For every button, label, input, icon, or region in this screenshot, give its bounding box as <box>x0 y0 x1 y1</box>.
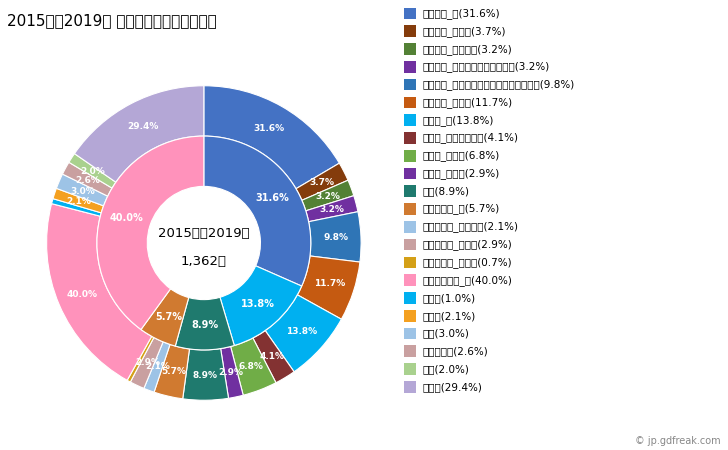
Wedge shape <box>56 174 108 206</box>
Text: 腎不全(2.1%): 腎不全(2.1%) <box>422 310 475 321</box>
Wedge shape <box>97 136 204 329</box>
Wedge shape <box>127 336 154 382</box>
Wedge shape <box>47 204 151 380</box>
Text: 6.8%: 6.8% <box>239 362 264 371</box>
Text: 悪性腫瘍_その他(11.7%): 悪性腫瘍_その他(11.7%) <box>422 97 513 108</box>
Text: 2.1%: 2.1% <box>146 362 170 371</box>
Text: 心疾患_その他(2.9%): 心疾患_その他(2.9%) <box>422 168 499 179</box>
Text: 2015年〜2019年 備前市の男性の死因構成: 2015年〜2019年 備前市の男性の死因構成 <box>7 14 217 28</box>
Wedge shape <box>296 163 348 200</box>
Wedge shape <box>220 266 301 346</box>
Text: 3.2%: 3.2% <box>315 192 340 201</box>
Wedge shape <box>175 297 234 350</box>
Wedge shape <box>265 295 341 372</box>
Text: 悪性腫瘍_肝がん・肝内胆管がん(3.2%): 悪性腫瘍_肝がん・肝内胆管がん(3.2%) <box>422 61 550 72</box>
Text: 心疾患_計(13.8%): 心疾患_計(13.8%) <box>422 115 494 126</box>
Text: 3.7%: 3.7% <box>309 179 334 188</box>
Wedge shape <box>309 212 361 262</box>
Text: 心疾患_急性心筋梗塞(4.1%): 心疾患_急性心筋梗塞(4.1%) <box>422 132 518 144</box>
Text: その他の死因_計(40.0%): その他の死因_計(40.0%) <box>422 274 512 286</box>
Wedge shape <box>204 136 311 286</box>
Text: その他(29.4%): その他(29.4%) <box>422 382 482 392</box>
Text: 11.7%: 11.7% <box>314 279 345 288</box>
Text: 4.1%: 4.1% <box>260 351 285 360</box>
Text: 脳血管疾患_計(5.7%): 脳血管疾患_計(5.7%) <box>422 203 499 215</box>
Text: 1,362人: 1,362人 <box>181 255 227 268</box>
Text: 悪性腫瘍_計(31.6%): 悪性腫瘍_計(31.6%) <box>422 8 500 19</box>
Text: 13.8%: 13.8% <box>241 299 275 309</box>
Wedge shape <box>141 289 189 346</box>
Text: 40.0%: 40.0% <box>67 290 98 299</box>
Text: 3.2%: 3.2% <box>320 206 344 215</box>
Text: 31.6%: 31.6% <box>256 194 289 203</box>
Wedge shape <box>297 256 360 319</box>
Text: 2.1%: 2.1% <box>66 197 91 206</box>
Text: 脳血管疾患_その他(0.7%): 脳血管疾患_その他(0.7%) <box>422 257 512 268</box>
Text: 悪性腫瘍_大腸がん(3.2%): 悪性腫瘍_大腸がん(3.2%) <box>422 44 512 54</box>
Text: 2.6%: 2.6% <box>75 176 100 184</box>
Text: 肝疾患(1.0%): 肝疾患(1.0%) <box>422 293 475 303</box>
Wedge shape <box>69 153 116 188</box>
Text: 5.7%: 5.7% <box>155 312 182 322</box>
Wedge shape <box>204 86 339 189</box>
Text: 9.8%: 9.8% <box>323 233 348 242</box>
Text: 40.0%: 40.0% <box>109 213 143 223</box>
Text: 31.6%: 31.6% <box>254 124 285 133</box>
Text: 脳血管疾患_脳梗塞(2.9%): 脳血管疾患_脳梗塞(2.9%) <box>422 239 512 250</box>
Text: 13.8%: 13.8% <box>286 327 317 336</box>
Text: 29.4%: 29.4% <box>127 122 158 130</box>
Wedge shape <box>253 331 294 383</box>
Wedge shape <box>306 196 358 222</box>
Text: 8.9%: 8.9% <box>193 371 218 380</box>
Text: 悪性腫瘍_胃がん(3.7%): 悪性腫瘍_胃がん(3.7%) <box>422 26 506 37</box>
Wedge shape <box>221 346 243 398</box>
Text: 心疾患_心不全(6.8%): 心疾患_心不全(6.8%) <box>422 150 499 161</box>
Text: 2.9%: 2.9% <box>135 358 160 367</box>
Text: 2.9%: 2.9% <box>218 368 243 377</box>
Text: 3.0%: 3.0% <box>70 187 95 196</box>
Wedge shape <box>63 162 112 196</box>
Text: 5.7%: 5.7% <box>162 367 186 376</box>
Wedge shape <box>154 344 189 399</box>
Wedge shape <box>53 189 103 213</box>
Wedge shape <box>302 180 354 211</box>
Text: 脳血管疾患_脳内出血(2.1%): 脳血管疾患_脳内出血(2.1%) <box>422 221 518 232</box>
Text: 不慮の事故(2.6%): 不慮の事故(2.6%) <box>422 346 488 356</box>
Text: 肺炎(8.9%): 肺炎(8.9%) <box>422 186 470 196</box>
Text: 8.9%: 8.9% <box>191 320 218 330</box>
Text: 老衰(3.0%): 老衰(3.0%) <box>422 328 469 338</box>
Text: 2.0%: 2.0% <box>80 167 105 176</box>
Text: 2015年〜2019年: 2015年〜2019年 <box>158 227 250 240</box>
Wedge shape <box>74 86 204 182</box>
Wedge shape <box>144 342 170 392</box>
Text: 自殺(2.0%): 自殺(2.0%) <box>422 364 469 374</box>
Wedge shape <box>52 198 101 216</box>
Wedge shape <box>130 338 163 388</box>
Text: 悪性腫瘍_気管がん・気管支がん・肺がん(9.8%): 悪性腫瘍_気管がん・気管支がん・肺がん(9.8%) <box>422 79 574 90</box>
Wedge shape <box>231 338 276 395</box>
Text: © jp.gdfreak.com: © jp.gdfreak.com <box>635 436 721 446</box>
Wedge shape <box>183 349 229 400</box>
